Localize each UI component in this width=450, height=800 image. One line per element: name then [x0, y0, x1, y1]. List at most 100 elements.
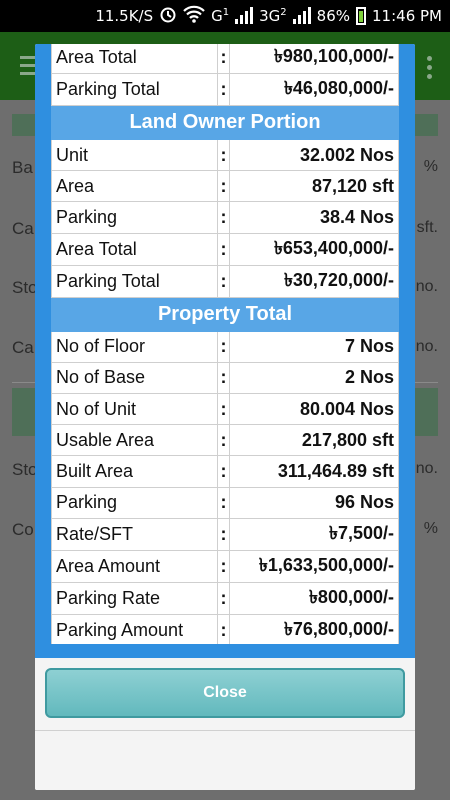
menu-icon[interactable]: [20, 56, 40, 80]
row-colon: :: [217, 424, 230, 457]
table-row: Unit : 32.002 Nos: [51, 138, 399, 172]
section-title: Property Total: [51, 296, 399, 332]
background-unit: %: [423, 520, 438, 537]
sim-2-label: 2: [280, 6, 287, 18]
status-bar: 11.5K/S G 1 3G 2 86% 11:46 PM: [0, 0, 450, 32]
table-row: Area : 87,120 sft: [51, 170, 399, 203]
divider: [35, 730, 415, 731]
row-label: Area Amount: [51, 549, 218, 583]
row-colon: :: [217, 613, 230, 644]
row-colon: :: [217, 330, 230, 363]
row-label: Rate/SFT: [51, 517, 218, 551]
background-label: Sto: [12, 278, 38, 297]
dialog-frame: Area Total : ৳980,100,000/- Parking Tota…: [35, 44, 415, 658]
row-label: Area: [51, 170, 218, 203]
sim-1-label: 1: [222, 6, 230, 18]
row-value: ৳653,400,000/-: [229, 232, 399, 266]
row-colon: :: [217, 392, 230, 426]
row-value: ৳7,500/-: [229, 517, 399, 551]
table-row: Parking : 96 Nos: [51, 486, 399, 519]
overflow-menu-icon[interactable]: [427, 56, 432, 83]
row-value: ৳980,100,000/-: [229, 44, 399, 74]
row-value: 217,800 sft: [229, 424, 399, 457]
signal-2-icon: [292, 7, 311, 24]
battery-percent: 86%: [316, 7, 351, 25]
table-row: Area Total : ৳653,400,000/-: [51, 232, 399, 266]
row-colon: :: [217, 170, 230, 203]
close-button[interactable]: Close: [45, 668, 405, 718]
row-colon: :: [217, 44, 230, 74]
row-value: 7 Nos: [229, 330, 399, 363]
table-row: Rate/SFT : ৳7,500/-: [51, 517, 399, 551]
row-label: Parking: [51, 486, 218, 519]
background-label: Sto: [12, 460, 38, 479]
dialog-button-area: Close: [35, 658, 415, 790]
network-speed: 11.5K/S: [95, 7, 154, 25]
row-label: Parking Total: [51, 73, 218, 106]
row-label: Built Area: [51, 455, 218, 488]
row-value: ৳800,000/-: [229, 581, 399, 615]
table-row: Built Area : 311,464.89 sft: [51, 455, 399, 488]
row-colon: :: [217, 264, 230, 298]
background-label: Co: [12, 520, 34, 539]
row-label: No of Base: [51, 361, 218, 394]
row-colon: :: [217, 517, 230, 551]
row-colon: :: [217, 73, 230, 106]
table-row: No of Floor : 7 Nos: [51, 330, 399, 363]
network-type-2: 3G: [259, 7, 281, 25]
row-colon: :: [217, 232, 230, 266]
table-row: Area Amount : ৳1,633,500,000/-: [51, 549, 399, 583]
alarm-icon: [159, 5, 177, 28]
row-value: ৳76,800,000/-: [229, 613, 399, 644]
table-row: Parking Total : ৳30,720,000/-: [51, 264, 399, 298]
row-label: Parking: [51, 201, 218, 234]
row-value: 96 Nos: [229, 486, 399, 519]
row-label: Area Total: [51, 232, 218, 266]
results-dialog: Area Total : ৳980,100,000/- Parking Tota…: [35, 44, 415, 790]
row-value: 2 Nos: [229, 361, 399, 394]
background-unit: sft.: [416, 219, 438, 236]
row-value: ৳30,720,000/-: [229, 264, 399, 298]
background-unit: no.: [415, 460, 438, 477]
row-label: Area Total: [51, 44, 218, 74]
table-row: No of Unit : 80.004 Nos: [51, 392, 399, 426]
clock: 11:46 PM: [372, 7, 442, 25]
table-row: Usable Area : 217,800 sft: [51, 424, 399, 457]
background-unit: no.: [415, 278, 438, 295]
row-value: ৳1,633,500,000/-: [229, 549, 399, 583]
wifi-icon: [183, 5, 205, 28]
row-label: Parking Amount: [51, 613, 218, 644]
section-header-land-owner: Land Owner Portion: [51, 105, 399, 140]
battery-icon: [356, 7, 367, 25]
row-colon: :: [217, 581, 230, 615]
section-header-property-total: Property Total: [51, 296, 399, 332]
results-table: Area Total : ৳980,100,000/- Parking Tota…: [51, 44, 399, 644]
row-colon: :: [217, 138, 230, 172]
table-row: Parking Total : ৳46,080,000/-: [51, 73, 399, 106]
row-label: Parking Rate: [51, 581, 218, 615]
row-value: 32.002 Nos: [229, 138, 399, 172]
results-table-scroll[interactable]: Area Total : ৳980,100,000/- Parking Tota…: [51, 44, 399, 644]
signal-1-icon: [235, 7, 254, 24]
table-row: Parking : 38.4 Nos: [51, 201, 399, 234]
row-value: 38.4 Nos: [229, 201, 399, 234]
row-colon: :: [217, 486, 230, 519]
section-title: Land Owner Portion: [51, 105, 399, 140]
row-label: Usable Area: [51, 424, 218, 457]
row-value: 80.004 Nos: [229, 392, 399, 426]
row-label: Parking Total: [51, 264, 218, 298]
table-row: Parking Rate : ৳800,000/-: [51, 581, 399, 615]
row-value: 87,120 sft: [229, 170, 399, 203]
row-value: ৳46,080,000/-: [229, 73, 399, 106]
table-row: No of Base : 2 Nos: [51, 361, 399, 394]
table-row: Area Total : ৳980,100,000/-: [51, 44, 399, 74]
network-type-1: G: [211, 7, 223, 25]
row-colon: :: [217, 361, 230, 394]
row-label: No of Floor: [51, 330, 218, 363]
row-colon: :: [217, 549, 230, 583]
background-label: Ca: [12, 338, 34, 357]
row-colon: :: [217, 201, 230, 234]
table-row: Parking Amount : ৳76,800,000/-: [51, 613, 399, 644]
row-label: Unit: [51, 138, 218, 172]
background-label: Ba: [12, 158, 33, 177]
